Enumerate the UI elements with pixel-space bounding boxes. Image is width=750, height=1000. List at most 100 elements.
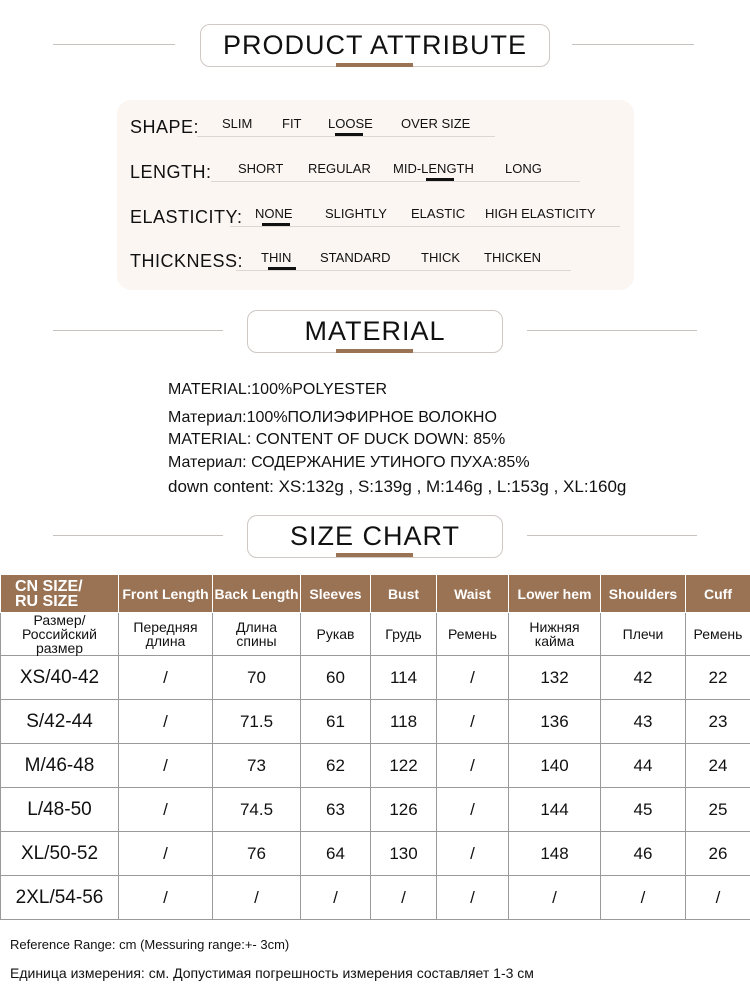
value-cell: / bbox=[300, 875, 371, 920]
material-line: MATERIAL:100%POLYESTER bbox=[168, 381, 388, 398]
attribute-option: SHORT bbox=[238, 161, 284, 176]
value-cell: 26 bbox=[685, 831, 750, 876]
value-cell: 118 bbox=[370, 699, 437, 744]
selected-marker bbox=[268, 267, 296, 270]
value-cell: 62 bbox=[300, 743, 371, 788]
section-title-attribute: PRODUCT ATTRIBUTE bbox=[200, 24, 550, 67]
attribute-option: STANDARD bbox=[320, 250, 391, 265]
value-cell: / bbox=[118, 787, 213, 832]
value-cell: 130 bbox=[370, 831, 437, 876]
value-cell: 60 bbox=[300, 655, 371, 700]
value-cell: 24 bbox=[685, 743, 750, 788]
value-cell: Нижняя кайма bbox=[508, 612, 601, 656]
value-cell: 140 bbox=[508, 743, 601, 788]
value-cell: / bbox=[685, 875, 750, 920]
section-title-size-chart: SIZE CHART bbox=[247, 515, 503, 558]
value-cell: 144 bbox=[508, 787, 601, 832]
attribute-option: THIN bbox=[261, 250, 292, 265]
value-cell: Длина спины bbox=[212, 612, 301, 656]
value-cell: 44 bbox=[600, 743, 686, 788]
value-cell: / bbox=[118, 831, 213, 876]
size-cell: M/46-48 bbox=[0, 743, 119, 788]
value-cell: 23 bbox=[685, 699, 750, 744]
material-line: MATERIAL: CONTENT OF DUCK DOWN: 85% bbox=[168, 431, 506, 448]
divider-line bbox=[53, 330, 223, 331]
table-row: L/48-50/74.5 63 126/144 45 25 bbox=[0, 787, 750, 832]
header-row: CN SIZE/ RU SIZE Front Length Back Length S… bbox=[0, 574, 750, 613]
value-cell: / bbox=[118, 743, 213, 788]
attribute-option: THICKEN bbox=[484, 250, 542, 265]
material-line: Материал:100%ПОЛИЭФИРНОЕ ВОЛОКНО bbox=[168, 409, 497, 426]
value-cell: Bust bbox=[370, 574, 437, 613]
attribute-option: MID-LENGTH bbox=[393, 161, 474, 176]
value-cell: Cuff bbox=[685, 574, 750, 613]
attribute-label: THICKNESS: bbox=[130, 251, 244, 271]
value-cell: / bbox=[212, 875, 301, 920]
title-accent-bar bbox=[336, 349, 413, 353]
attribute-option: THICK bbox=[421, 250, 460, 265]
value-cell: 132 bbox=[508, 655, 601, 700]
value-cell: Front Length bbox=[118, 574, 213, 613]
value-cell: 71.5 bbox=[212, 699, 301, 744]
value-cell: / bbox=[436, 787, 509, 832]
reference-note: Reference Range: cm (Messuring range:+- … bbox=[10, 937, 290, 952]
value-cell: 122 bbox=[370, 743, 437, 788]
table-row: M/46-48/73 62 122/140 44 24 bbox=[0, 743, 750, 788]
size-cell: XS/40-42 bbox=[0, 655, 119, 700]
attribute-underline bbox=[230, 226, 620, 227]
selected-marker bbox=[262, 223, 290, 226]
value-cell: Back Length bbox=[212, 574, 301, 613]
attribute-underline bbox=[236, 270, 571, 271]
value-cell: / bbox=[370, 875, 437, 920]
attribute-option: OVER SIZE bbox=[401, 116, 471, 131]
value-cell: 25 bbox=[685, 787, 750, 832]
header-row-ru: Размер/ Российский размер Передняя длина Д… bbox=[0, 612, 750, 656]
attribute-option: SLIGHTLY bbox=[325, 206, 387, 221]
value-cell: 42 bbox=[600, 655, 686, 700]
material-line: Материал: СОДЕРЖАНИЕ УТИНОГО ПУХА:85% bbox=[168, 454, 530, 471]
value-cell: 148 bbox=[508, 831, 601, 876]
attribute-option: NONE bbox=[255, 206, 293, 221]
value-cell: / bbox=[118, 699, 213, 744]
attribute-option: REGULAR bbox=[308, 161, 371, 176]
size-cell: L/48-50 bbox=[0, 787, 119, 832]
attribute-option: FIT bbox=[282, 116, 302, 131]
size-cell: Размер/ Российский размер bbox=[0, 612, 119, 656]
value-cell: 74.5 bbox=[212, 787, 301, 832]
value-cell: 76 bbox=[212, 831, 301, 876]
value-cell: / bbox=[436, 875, 509, 920]
value-cell: 136 bbox=[508, 699, 601, 744]
attribute-option: HIGH ELASTICITY bbox=[485, 206, 596, 221]
table-row: XS/40-42/70 60 114/132 42 22 bbox=[0, 655, 750, 700]
value-cell: / bbox=[436, 831, 509, 876]
value-cell: 114 bbox=[370, 655, 437, 700]
table-row: S/42-44/71.5 61 118/136 43 23 bbox=[0, 699, 750, 744]
value-cell: 64 bbox=[300, 831, 371, 876]
size-cell: XL/50-52 bbox=[0, 831, 119, 876]
value-cell: Shoulders bbox=[600, 574, 686, 613]
value-cell: 22 bbox=[685, 655, 750, 700]
value-cell: 46 bbox=[600, 831, 686, 876]
value-cell: 73 bbox=[212, 743, 301, 788]
value-cell: / bbox=[118, 875, 213, 920]
divider-line bbox=[527, 535, 697, 536]
value-cell: 70 bbox=[212, 655, 301, 700]
attribute-option: ELASTIC bbox=[411, 206, 466, 221]
value-cell: Передняя длина bbox=[118, 612, 213, 656]
attribute-option: LONG bbox=[505, 161, 542, 176]
value-cell: 63 bbox=[300, 787, 371, 832]
size-cell: CN SIZE/ RU SIZE bbox=[0, 574, 119, 613]
value-cell: Рукав bbox=[300, 612, 371, 656]
value-cell: 43 bbox=[600, 699, 686, 744]
value-cell: / bbox=[436, 743, 509, 788]
attribute-option: SLIM bbox=[222, 116, 253, 131]
size-cell: 2XL/54-56 bbox=[0, 875, 119, 920]
table-row: XL/50-52/76 64 130/148 46 26 bbox=[0, 831, 750, 876]
section-title-material: MATERIAL bbox=[247, 310, 503, 353]
size-chart-table: CN SIZE/ RU SIZE Front Length Back Length S… bbox=[0, 574, 750, 920]
value-cell: Плечи bbox=[600, 612, 686, 656]
attribute-label: LENGTH: bbox=[130, 162, 212, 182]
divider-line bbox=[53, 44, 175, 45]
attribute-underline bbox=[197, 136, 495, 137]
selected-marker bbox=[335, 133, 363, 136]
